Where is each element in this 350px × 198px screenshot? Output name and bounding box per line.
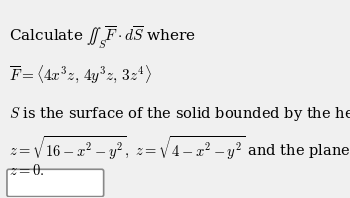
FancyBboxPatch shape — [7, 169, 104, 197]
Text: Calculate $\iint_S \overline{F} \cdot d\overline{S}$ where: Calculate $\iint_S \overline{F} \cdot d\… — [9, 25, 196, 51]
Text: $S$ is the surface of the solid bounded by the hemispheres: $S$ is the surface of the solid bounded … — [9, 105, 350, 123]
Text: $\overline{F} = \langle 4x^3z,\, 4y^3z,\, 3z^4 \rangle$: $\overline{F} = \langle 4x^3z,\, 4y^3z,\… — [9, 64, 152, 85]
Text: $z = 0.$: $z = 0.$ — [9, 163, 44, 178]
Text: $z = \sqrt{16 - x^2 - y^2},\ z = \sqrt{4 - x^2 - y^2}$ and the plane: $z = \sqrt{16 - x^2 - y^2},\ z = \sqrt{4… — [9, 134, 350, 161]
